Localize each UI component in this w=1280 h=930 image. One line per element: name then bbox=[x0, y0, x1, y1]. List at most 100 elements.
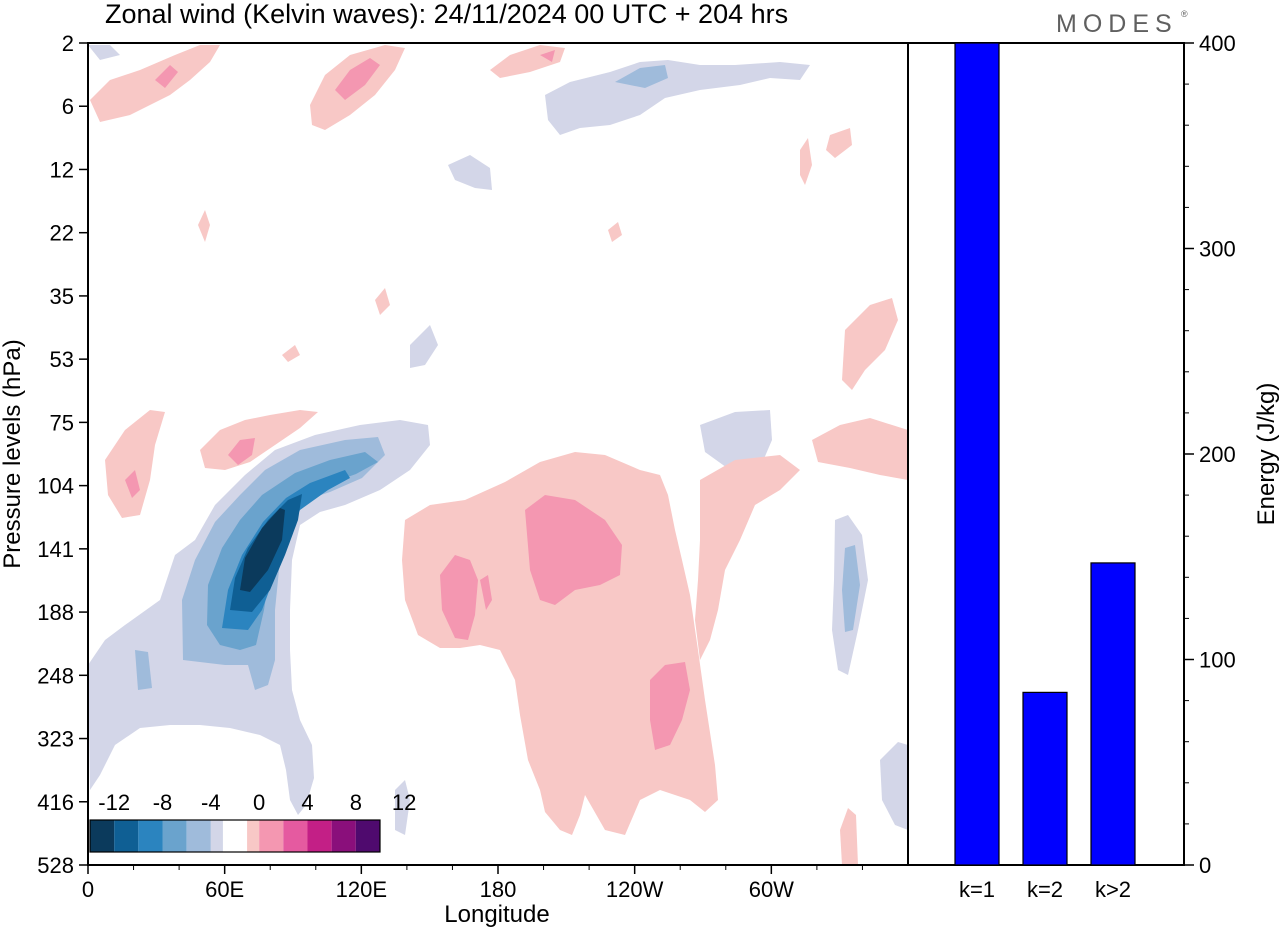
y-tick-label: 12 bbox=[50, 157, 74, 182]
contour-neg-24 bbox=[240, 508, 285, 592]
brand-logo: MODES bbox=[1056, 10, 1178, 38]
contour-pos-4-top-right bbox=[490, 45, 565, 78]
contour-pos-4-large bbox=[402, 452, 718, 835]
x-tick-label: 60W bbox=[749, 877, 794, 902]
y-tick-label: 2 bbox=[62, 31, 74, 56]
contour-neg-8-left bbox=[135, 650, 152, 690]
y-tick-label: 6 bbox=[62, 94, 74, 119]
colorbar-swatch bbox=[90, 820, 115, 852]
colorbar-swatch bbox=[283, 820, 308, 852]
y-tick-label: 35 bbox=[50, 284, 74, 309]
energy-bar bbox=[954, 42, 1000, 866]
y-tick-label: 75 bbox=[50, 410, 74, 435]
y-tick-label: 53 bbox=[50, 347, 74, 372]
contour-pos-4-small-d bbox=[282, 345, 300, 362]
colorbar-label: -12 bbox=[98, 790, 130, 815]
colorbar-swatch bbox=[162, 820, 187, 852]
contour-neg-4-bottom-left bbox=[395, 780, 410, 835]
colorbar: -12 -8 -4 0 4 8 12 bbox=[89, 790, 416, 853]
contour-pos-4-right-edge bbox=[812, 418, 908, 480]
chart-title: Zonal wind (Kelvin waves): 24/11/2024 00… bbox=[105, 0, 788, 29]
energy-bar bbox=[1022, 691, 1068, 866]
y-tick-label: 104 bbox=[37, 474, 74, 499]
energy-tick-label: 100 bbox=[1199, 648, 1236, 673]
contour-pos-8-b bbox=[440, 555, 478, 640]
energy-bars: k=1 k=2 k>2 bbox=[954, 42, 1136, 902]
contour-neg-8-right bbox=[842, 545, 860, 632]
colorbar-label: 8 bbox=[350, 790, 362, 815]
y-tick-label: 188 bbox=[37, 600, 74, 625]
x-tick-label: 60E bbox=[205, 877, 244, 902]
colorbar-swatch bbox=[331, 820, 356, 852]
energy-tick-label: 200 bbox=[1199, 442, 1236, 467]
energy-bar-label: k>2 bbox=[1095, 877, 1131, 902]
colorbar-swatch bbox=[114, 820, 139, 852]
longitude-axis: 0 60E 120E 180 120W 60W bbox=[82, 865, 863, 902]
contour-neg-4-top-left bbox=[88, 45, 120, 60]
colorbar-label: 4 bbox=[301, 790, 313, 815]
energy-tick-label: 300 bbox=[1199, 237, 1236, 262]
colorbar-label: 0 bbox=[253, 790, 265, 815]
contour-pos-8-h bbox=[155, 65, 178, 88]
energy-axis-title: Energy (J/kg) bbox=[1253, 383, 1280, 526]
contour-neg-4-bottom-right bbox=[880, 742, 908, 830]
x-tick-label: 0 bbox=[82, 877, 94, 902]
contour-neg-4-small-b bbox=[700, 410, 772, 470]
contour-pos-8-i bbox=[540, 50, 555, 62]
contour-pos-8-d bbox=[480, 575, 492, 610]
contour-pos-8-a bbox=[525, 495, 622, 605]
contour-pos-4-small-e bbox=[198, 210, 210, 242]
contour-neg-4-mid bbox=[410, 325, 438, 368]
contour-pos-4-small-g bbox=[608, 222, 622, 242]
pressure-axis: 2 6 12 22 35 53 75 104 141 188 248 323 416 528 bbox=[37, 31, 88, 878]
positive-wind-contours bbox=[90, 45, 908, 865]
energy-tick-label: 0 bbox=[1199, 853, 1211, 878]
colorbar-label: -8 bbox=[153, 790, 173, 815]
x-tick-label: 120E bbox=[336, 877, 387, 902]
x-tick-label: 180 bbox=[480, 877, 517, 902]
y-tick-label: 528 bbox=[37, 853, 74, 878]
x-axis-title: Longitude bbox=[444, 901, 549, 928]
colorbar-swatch bbox=[355, 820, 380, 852]
contour-pos-4-small-c bbox=[375, 288, 390, 315]
contour-pos-8-e bbox=[228, 438, 255, 465]
contour-pos-8-g bbox=[335, 58, 380, 100]
y-tick-label: 141 bbox=[37, 537, 74, 562]
colorbar-frame bbox=[89, 819, 381, 853]
contour-pos-4-small-b bbox=[826, 128, 852, 158]
energy-tick-label: 400 bbox=[1199, 31, 1236, 56]
colorbar-swatch bbox=[259, 820, 284, 852]
contour-pos-8-f bbox=[125, 470, 140, 498]
brand-registered-mark: ® bbox=[1181, 9, 1188, 19]
contour-pos-4-upper-right bbox=[842, 298, 898, 390]
wind-anomaly-contours bbox=[88, 45, 908, 865]
contour-neg-4-small-a bbox=[448, 155, 492, 190]
energy-axis: 0 100 200 300 400 bbox=[1184, 31, 1236, 878]
colorbar-swatch bbox=[186, 820, 211, 852]
contour-pos-4-top-left bbox=[90, 45, 220, 122]
energy-bar bbox=[1090, 562, 1136, 866]
colorbar-swatch bbox=[138, 820, 163, 852]
contour-pos-4-bottom bbox=[840, 808, 858, 865]
energy-bar-label: k=1 bbox=[959, 877, 995, 902]
y-axis-title: Pressure levels (hPa) bbox=[0, 339, 26, 568]
contour-pos-4-small-f bbox=[650, 535, 675, 582]
contour-field bbox=[88, 45, 908, 865]
colorbar-swatch bbox=[307, 820, 332, 852]
contour-neg-8-upper-right bbox=[615, 65, 668, 88]
contour-pos-4-right-strip bbox=[695, 455, 800, 660]
contour-pos-4-small-a bbox=[800, 138, 812, 185]
colorbar-label: 12 bbox=[392, 790, 416, 815]
contour-neg-4-upper-right bbox=[545, 60, 810, 135]
y-tick-label: 416 bbox=[37, 790, 74, 815]
y-tick-label: 248 bbox=[37, 663, 74, 688]
colorbar-label: -4 bbox=[201, 790, 221, 815]
colorbar-zero-swatch bbox=[222, 820, 248, 852]
energy-bar-label: k=2 bbox=[1027, 877, 1063, 902]
y-tick-label: 323 bbox=[37, 727, 74, 752]
y-tick-label: 22 bbox=[50, 221, 74, 246]
contour-pos-4-left bbox=[105, 410, 165, 518]
x-tick-label: 120W bbox=[606, 877, 664, 902]
negative-wind-contours bbox=[88, 45, 908, 835]
